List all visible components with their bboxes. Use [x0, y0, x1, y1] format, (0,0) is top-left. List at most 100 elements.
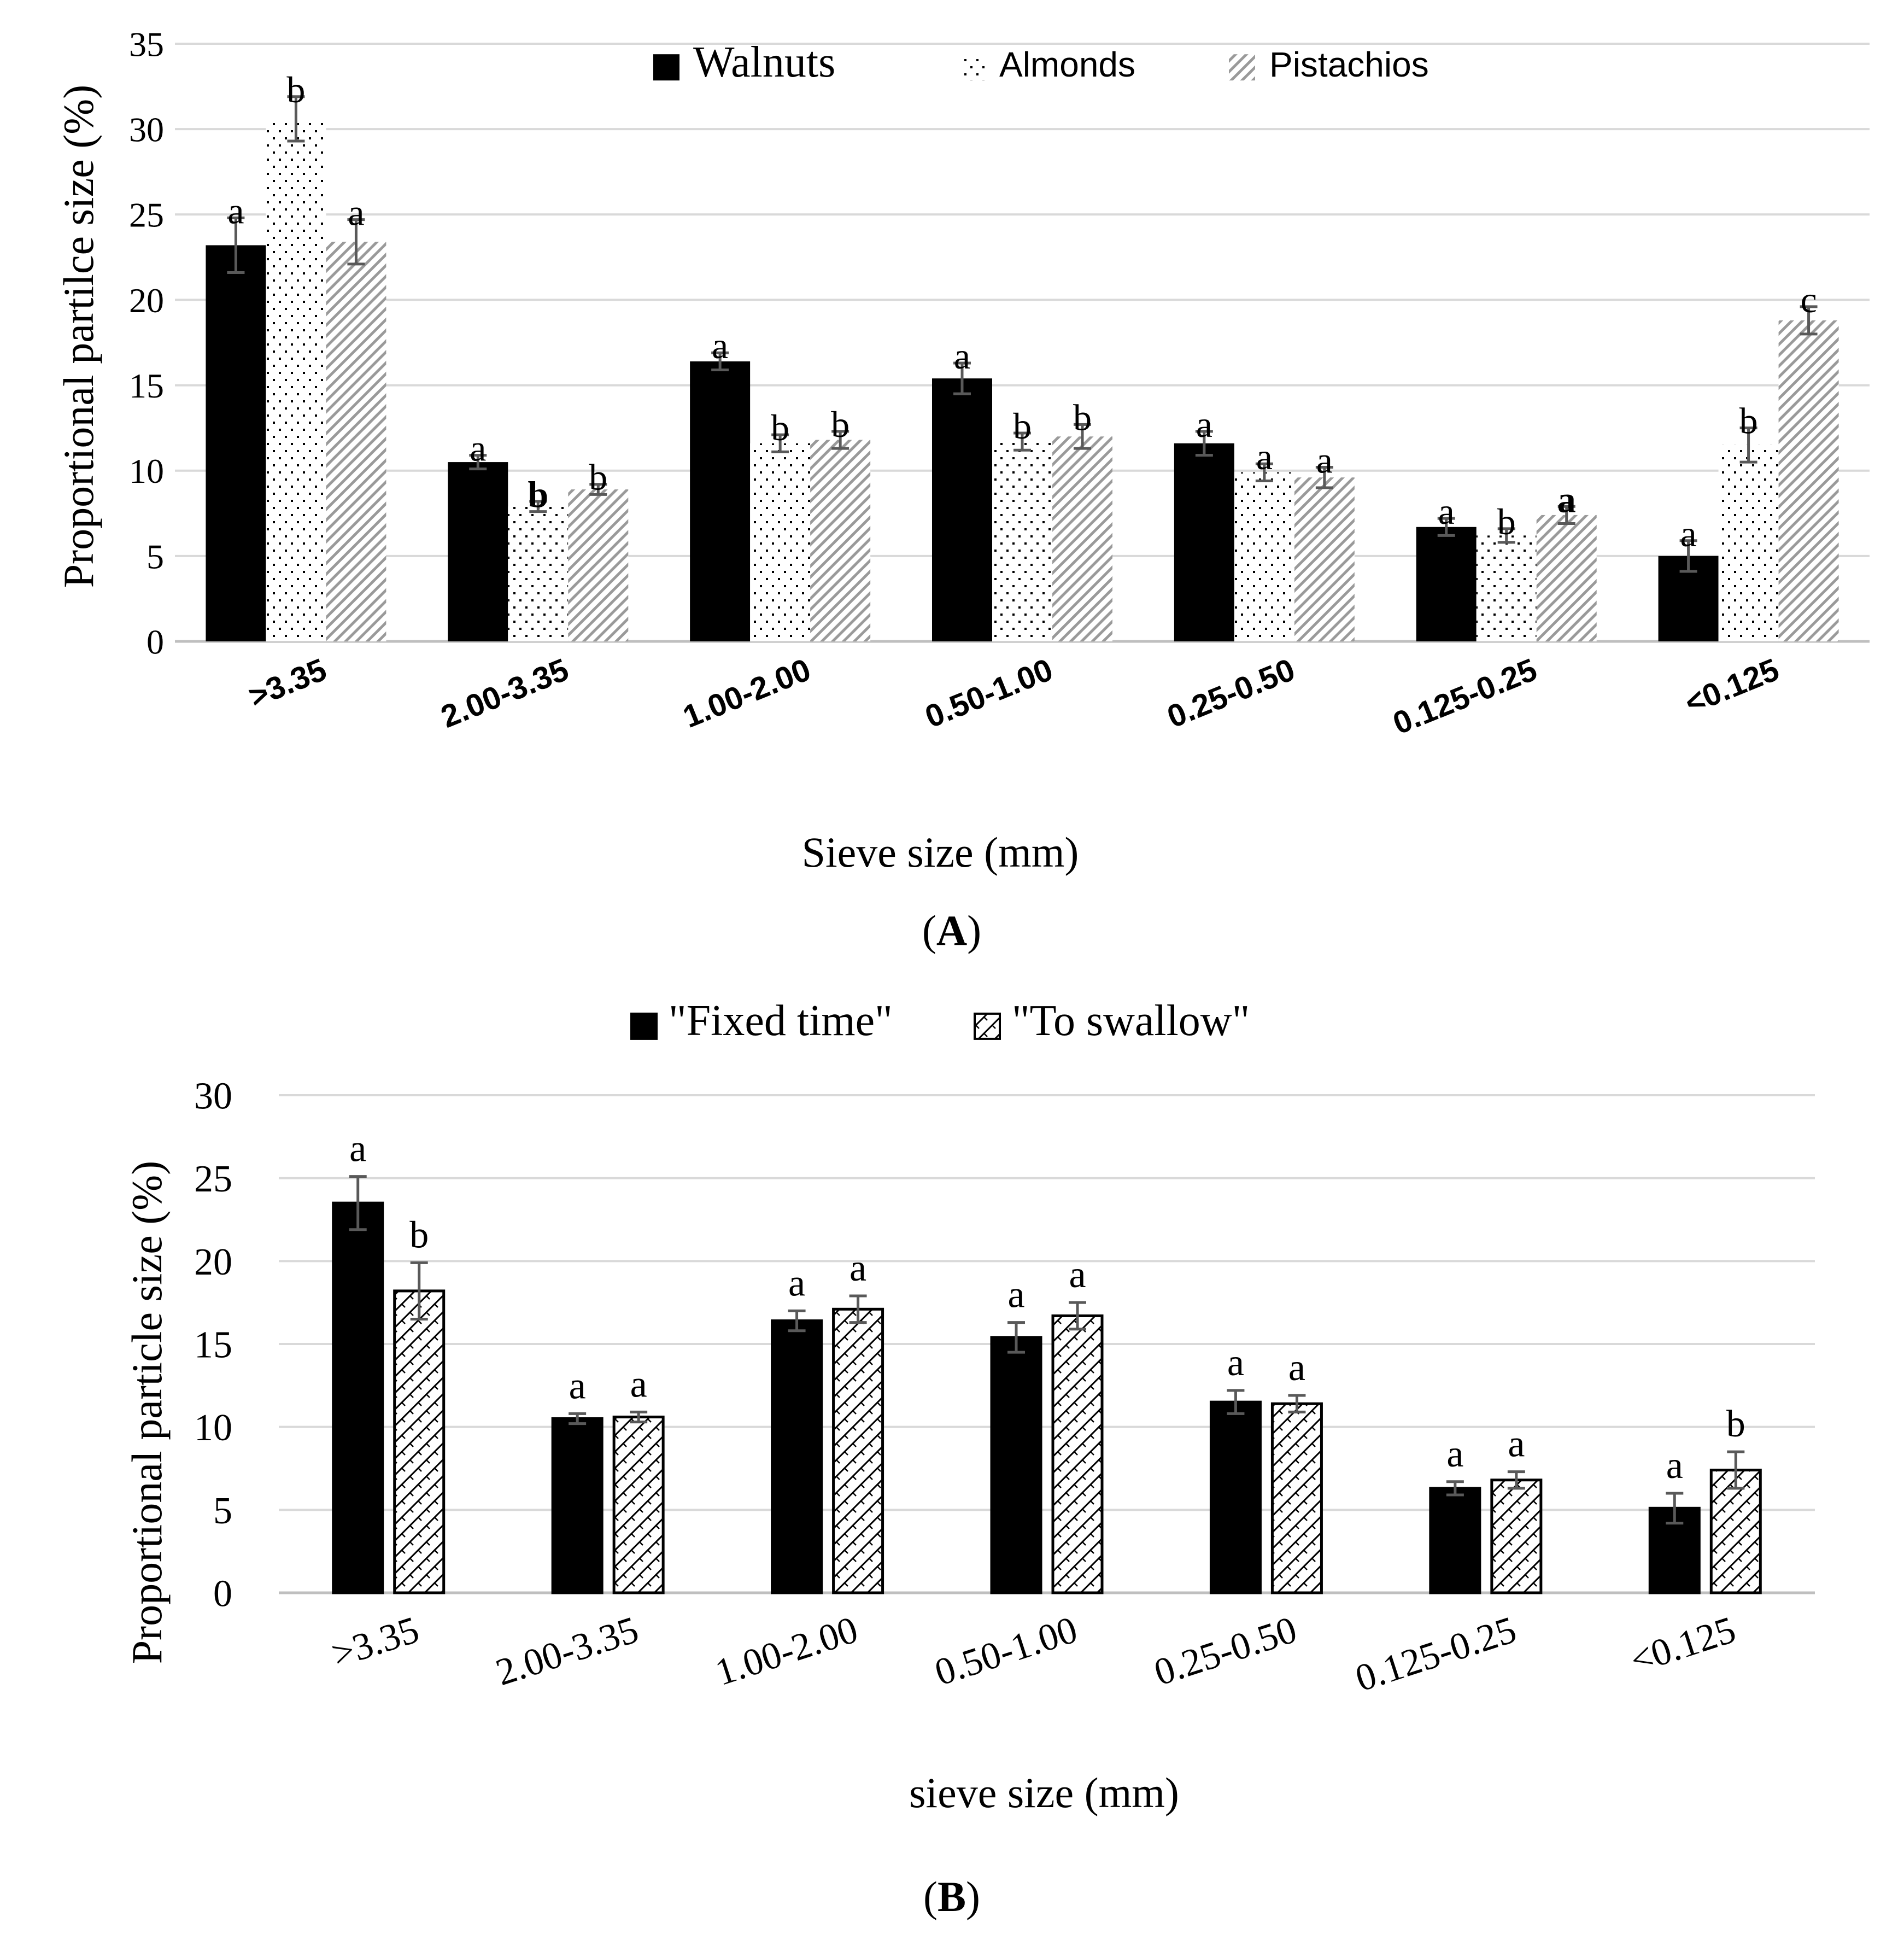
y-tick-label: 15	[129, 366, 164, 405]
bar-diagonal	[568, 489, 629, 641]
bar-dots	[750, 443, 811, 641]
bar-dots	[1476, 535, 1537, 641]
legend-label: "To swallow"	[1012, 997, 1250, 1045]
y-tick-label: 5	[213, 1490, 232, 1532]
significance-letter: b	[286, 69, 305, 110]
significance-letter: a	[1227, 1342, 1244, 1384]
significance-letter: a	[712, 325, 728, 366]
panel-b-label: B	[938, 1873, 966, 1920]
significance-letter: a	[630, 1363, 647, 1405]
significance-letter: a	[1069, 1254, 1086, 1296]
x-tick-label: 0.25-0.50	[1162, 652, 1300, 735]
significance-letter: a	[1316, 439, 1333, 481]
legend-swatch-zigzag	[974, 1012, 1001, 1040]
x-tick-label: >3.35	[327, 1609, 424, 1676]
x-tick-label: 0.125-0.25	[1388, 652, 1542, 741]
x-tick-label: 0.50-1.00	[930, 1609, 1082, 1694]
significance-letter: b	[409, 1214, 429, 1256]
bar-solid	[990, 1336, 1042, 1594]
significance-letter: b	[1013, 405, 1032, 447]
x-tick-label: 0.125-0.25	[1351, 1609, 1521, 1700]
y-tick-label: 0	[147, 622, 164, 661]
panel-b-caption: (B)	[923, 1873, 980, 1920]
bar-dots	[1234, 472, 1294, 641]
significance-letter: a	[1446, 1433, 1463, 1475]
significance-letter: a	[470, 428, 486, 469]
legend-swatch-solid	[653, 54, 679, 81]
significance-letter: b	[1726, 1403, 1745, 1445]
bar-zigzag	[832, 1307, 884, 1594]
panel-a-label: A	[936, 907, 967, 954]
y-tick-label: 20	[194, 1241, 232, 1283]
significance-letter: b	[528, 474, 548, 515]
significance-letter: b	[589, 457, 607, 498]
bar-solid	[771, 1319, 823, 1594]
y-tick-label: 10	[194, 1407, 232, 1449]
bar-dots	[508, 506, 569, 641]
panel-b-xlabel: sieve size (mm)	[909, 1769, 1179, 1816]
bar-solid	[448, 462, 508, 641]
bar-solid	[1174, 443, 1234, 641]
bar-dots	[1718, 445, 1779, 641]
y-tick-label: 35	[129, 25, 164, 63]
significance-letter: a	[1666, 1445, 1683, 1487]
legend-swatch-dots	[962, 54, 988, 81]
significance-letter: c	[1800, 279, 1817, 320]
bar-zigzag	[393, 1289, 446, 1594]
y-tick-label: 0	[213, 1573, 232, 1615]
bar-zigzag	[612, 1415, 665, 1594]
bar-solid	[206, 245, 266, 641]
bar-dots	[992, 441, 1052, 641]
x-tick-label: <0.125	[1625, 1609, 1741, 1682]
legend-swatch-solid	[630, 1012, 658, 1040]
x-tick-label: 1.00-2.00	[678, 652, 816, 735]
y-tick-label: 25	[129, 196, 164, 235]
significance-letter: a	[1680, 513, 1696, 554]
y-tick-label: 10	[129, 452, 164, 490]
significance-letter: b	[771, 407, 789, 448]
x-tick-label: 0.25-0.50	[1149, 1609, 1302, 1694]
y-tick-label: 30	[129, 110, 164, 149]
y-tick-label: 5	[147, 537, 164, 576]
bar-solid	[932, 378, 992, 641]
x-tick-label: <0.125	[1680, 652, 1784, 721]
panel-a-caption: (A)	[922, 907, 981, 954]
bar-diagonal	[810, 440, 871, 641]
y-tick-label: 20	[129, 281, 164, 320]
legend-swatch-diagonal	[1229, 54, 1255, 81]
significance-letter: a	[1288, 1347, 1305, 1389]
panel-a-ylabel: Proportional partilce size (%)	[55, 85, 102, 588]
bar-solid	[1416, 527, 1477, 641]
legend-label: Almonds	[999, 45, 1135, 84]
x-tick-label: >3.35	[244, 652, 331, 715]
bar-zigzag	[1709, 1469, 1762, 1594]
bar-diagonal	[1052, 436, 1112, 641]
bar-diagonal	[1536, 515, 1597, 641]
bar-diagonal	[326, 242, 386, 641]
significance-letter: a	[349, 1128, 366, 1170]
y-tick-label: 25	[194, 1158, 232, 1200]
significance-letter: a	[1508, 1423, 1525, 1465]
x-tick-label: 1.00-2.00	[711, 1609, 863, 1694]
bar-zigzag	[1490, 1479, 1543, 1594]
significance-letter: a	[348, 192, 364, 233]
bar-solid	[690, 361, 751, 641]
bar-solid	[1429, 1487, 1481, 1594]
legend-label: Walnuts	[693, 38, 835, 86]
significance-letter: a	[1256, 436, 1273, 477]
y-tick-label: 15	[194, 1324, 232, 1366]
significance-letter: a	[954, 335, 970, 377]
legend-label: "Fixed time"	[669, 997, 893, 1045]
significance-letter: a	[1196, 404, 1212, 445]
bar-solid	[332, 1201, 384, 1594]
bar-solid	[551, 1417, 604, 1594]
significance-letter: b	[1739, 400, 1758, 442]
bar-diagonal	[1294, 477, 1355, 641]
significance-letter: a	[569, 1365, 586, 1407]
chart-panel-b: 0 5 10 15 20 25 30 a b >3.35 a a 2.00-3.35 a a 1.00-2.0…	[194, 997, 1815, 1700]
panel-b-ylabel: Proportional particle size (%)	[123, 1161, 171, 1664]
significance-letter: a	[1438, 490, 1455, 532]
significance-letter: a	[1557, 478, 1576, 520]
